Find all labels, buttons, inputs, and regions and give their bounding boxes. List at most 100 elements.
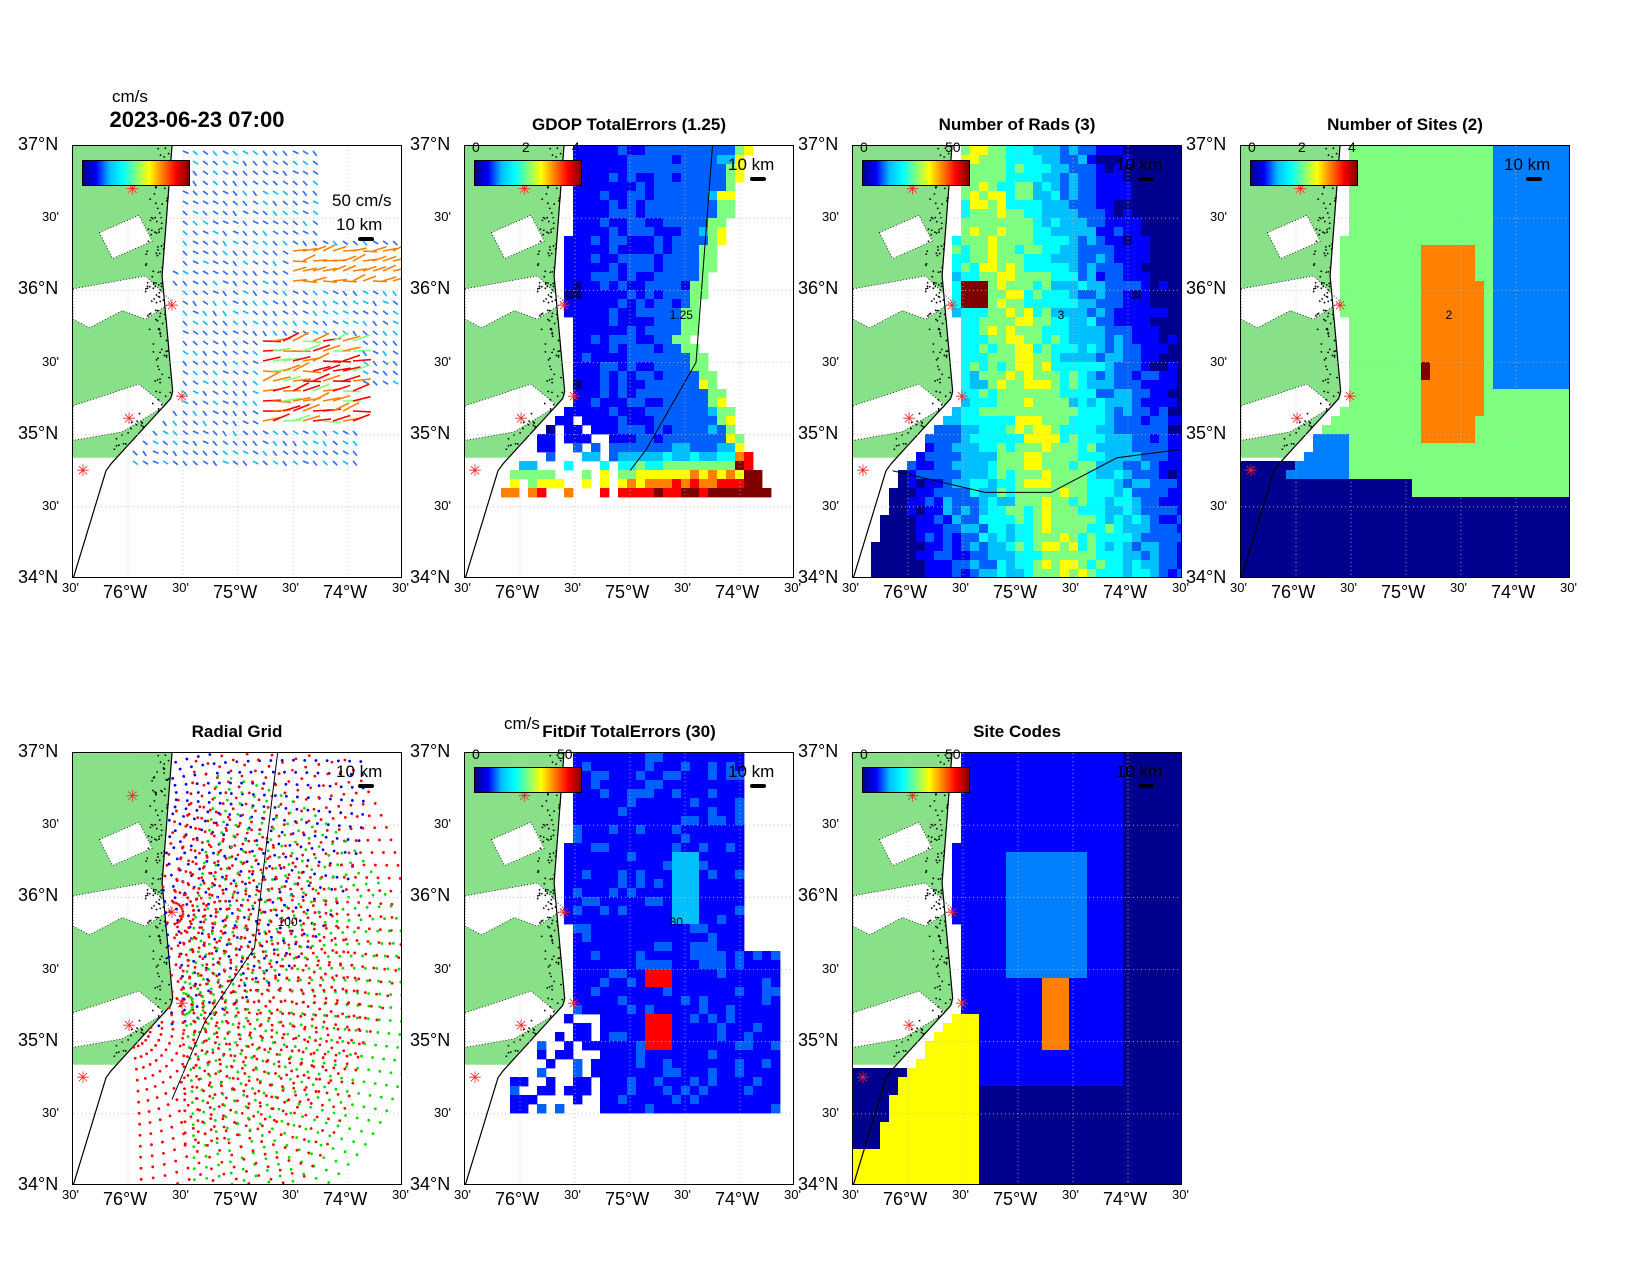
data-cell xyxy=(654,407,664,417)
current-vector xyxy=(192,360,199,366)
colorbar xyxy=(1250,160,1358,186)
current-vector xyxy=(292,230,299,235)
data-cell xyxy=(1439,344,1449,354)
data-cell xyxy=(1430,227,1440,237)
data-cell xyxy=(1123,389,1133,399)
current-vector xyxy=(392,258,401,262)
data-cell xyxy=(1493,344,1503,354)
data-cell xyxy=(1547,425,1557,435)
data-cell xyxy=(1024,326,1034,336)
data-cell xyxy=(988,524,998,534)
current-vector xyxy=(312,230,318,236)
data-cell xyxy=(1006,452,1016,462)
data-cell xyxy=(1466,245,1476,255)
data-cell xyxy=(997,236,1007,246)
data-cell xyxy=(1376,560,1386,570)
data-cell xyxy=(627,299,637,309)
data-cell xyxy=(528,470,538,480)
current-vector xyxy=(312,310,318,317)
panel-title: GDOP TotalErrors (1.25) xyxy=(532,115,726,134)
data-cell xyxy=(1132,542,1142,552)
data-cell xyxy=(1529,551,1539,561)
data-cell xyxy=(943,434,953,444)
current-vector xyxy=(182,400,189,405)
data-cell xyxy=(600,488,610,498)
data-cell xyxy=(1069,218,1079,228)
data-cell xyxy=(1457,551,1467,561)
data-cell xyxy=(1403,191,1413,201)
coast-dot xyxy=(937,328,940,331)
data-cell xyxy=(582,362,592,372)
data-cell xyxy=(1132,245,1142,255)
current-vector xyxy=(212,370,218,376)
data-cell xyxy=(663,398,673,408)
data-cell xyxy=(1367,479,1377,489)
coast-dot xyxy=(550,252,553,255)
scale-label: 10 km xyxy=(1116,155,1163,174)
coast-dot xyxy=(552,403,555,406)
data-cell xyxy=(1132,227,1142,237)
data-cell xyxy=(1412,470,1422,480)
data-cell xyxy=(1051,533,1061,543)
data-cell xyxy=(1457,398,1467,408)
data-cell xyxy=(1484,452,1494,462)
data-cell xyxy=(1448,173,1458,183)
data-cell xyxy=(1132,470,1142,480)
coast-dot xyxy=(554,299,557,301)
data-cell xyxy=(1385,155,1395,165)
data-cell xyxy=(1556,182,1566,192)
data-cell xyxy=(600,200,610,210)
data-cell xyxy=(1439,515,1449,525)
data-cell xyxy=(1006,317,1016,327)
coast-dot xyxy=(1336,376,1338,379)
data-cell xyxy=(654,200,664,210)
data-cell xyxy=(645,434,655,444)
data-cell xyxy=(997,272,1007,282)
data-cell xyxy=(690,281,700,291)
data-cell xyxy=(1069,560,1079,570)
data-cell xyxy=(1394,173,1404,183)
data-cell xyxy=(591,362,601,372)
data-cell xyxy=(1051,326,1061,336)
current-vector xyxy=(212,420,219,426)
data-cell xyxy=(988,443,998,453)
data-cell xyxy=(690,173,700,183)
data-cell xyxy=(1096,380,1106,390)
data-cell xyxy=(672,326,682,336)
data-cell xyxy=(1024,308,1034,318)
data-cell xyxy=(1511,335,1521,345)
data-cell xyxy=(1565,497,1569,507)
data-cell xyxy=(1421,551,1431,561)
data-cell xyxy=(1376,362,1386,372)
data-cell xyxy=(1168,452,1178,462)
data-cell xyxy=(1565,371,1569,381)
coast-dot xyxy=(538,285,541,288)
current-vector xyxy=(332,330,338,337)
data-cell xyxy=(1529,398,1539,408)
data-cell xyxy=(582,173,592,183)
data-cell xyxy=(645,218,655,228)
data-cell xyxy=(1042,524,1052,534)
data-cell xyxy=(1394,326,1404,336)
data-cell xyxy=(591,416,601,426)
lon-label: 30' xyxy=(392,580,409,595)
data-cell xyxy=(1042,173,1052,183)
current-vector xyxy=(212,250,218,256)
data-cell xyxy=(1132,344,1142,354)
data-cell xyxy=(510,470,520,480)
data-cell xyxy=(618,272,628,282)
data-cell xyxy=(1421,533,1431,543)
data-cell xyxy=(943,425,953,435)
data-cell xyxy=(880,542,890,552)
data-cell xyxy=(1168,164,1178,174)
data-cell xyxy=(961,416,971,426)
data-cell xyxy=(1114,299,1124,309)
data-cell xyxy=(1024,452,1034,462)
data-cell xyxy=(1060,254,1070,264)
data-cell xyxy=(1457,506,1467,516)
data-cell xyxy=(1349,524,1359,534)
current-vector xyxy=(282,220,289,225)
coast-dot xyxy=(156,245,159,248)
data-cell xyxy=(916,497,926,507)
data-cell xyxy=(1502,425,1512,435)
